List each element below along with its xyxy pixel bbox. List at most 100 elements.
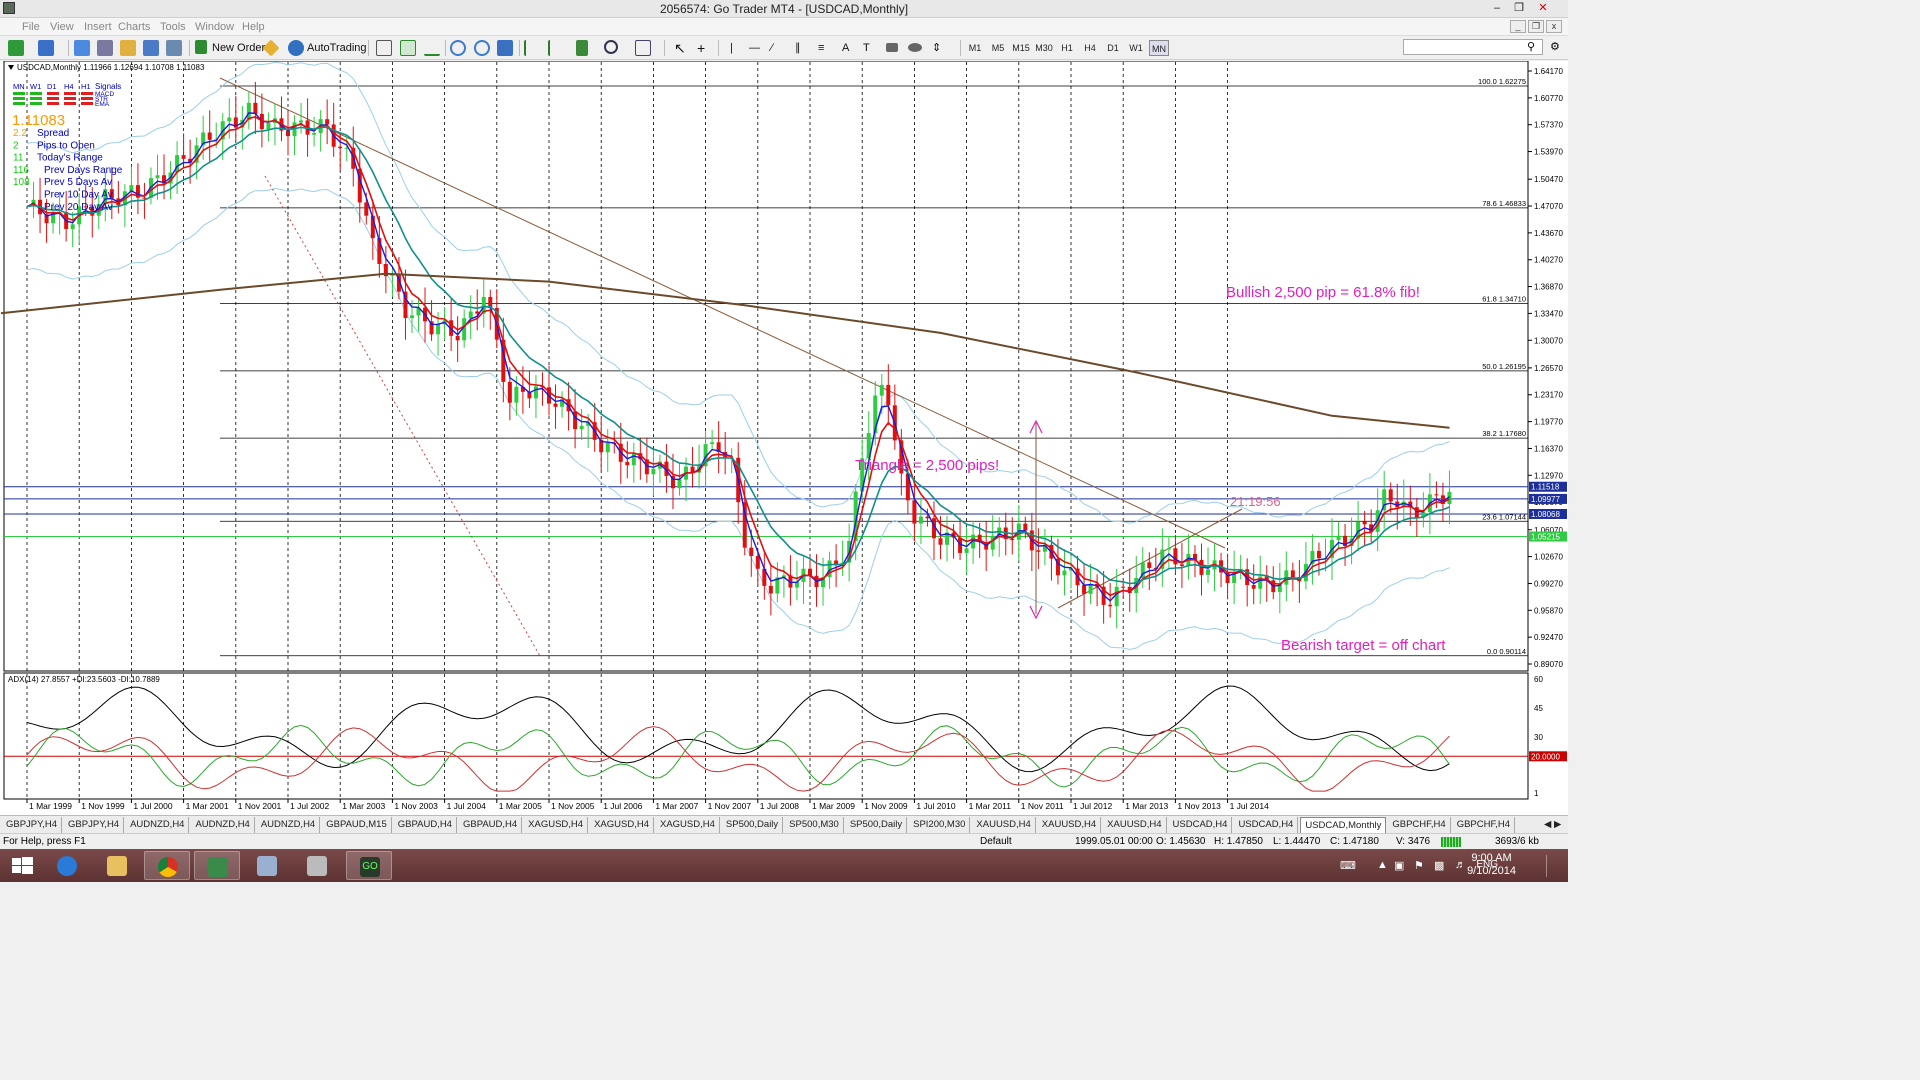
chart-tab[interactable]: GBPCHF,H4 bbox=[1453, 817, 1516, 833]
chart-tab[interactable]: XAUUSD,H4 bbox=[1038, 817, 1102, 833]
vertical-line-icon[interactable]: | bbox=[730, 42, 733, 54]
search-input[interactable] bbox=[1403, 39, 1543, 55]
menu-file[interactable]: File bbox=[22, 21, 40, 33]
volume-icon[interactable]: ♬ bbox=[1455, 859, 1466, 871]
terminal-icon[interactable] bbox=[143, 40, 159, 56]
menu-tools[interactable]: Tools bbox=[160, 21, 186, 33]
chart-canvas[interactable]: 100.0 1.62275 78.6 1.46833 61.8 1.34710 50.… bbox=[0, 61, 1568, 815]
chart-tab[interactable]: SP500,M30 bbox=[785, 817, 844, 833]
cursor-icon[interactable]: ↖ bbox=[674, 40, 686, 56]
show-desktop-button[interactable] bbox=[1546, 855, 1552, 877]
taskbar-ie[interactable] bbox=[44, 851, 90, 880]
chart-tab[interactable]: XAGUSD,H4 bbox=[590, 817, 654, 833]
profiles-icon[interactable] bbox=[38, 40, 54, 56]
trendline-icon[interactable]: ∕ bbox=[771, 42, 773, 54]
tray-flag-icon[interactable]: ⚑ bbox=[1414, 860, 1424, 872]
autotrading-button[interactable]: AutoTrading bbox=[307, 42, 367, 54]
zoom-in-icon[interactable] bbox=[450, 40, 466, 56]
timeframe-h1[interactable]: H1 bbox=[1061, 43, 1073, 53]
timeframe-h4[interactable]: H4 bbox=[1084, 43, 1096, 53]
minimize-button[interactable]: – bbox=[1493, 2, 1501, 14]
timeframe-m5[interactable]: M5 bbox=[991, 43, 1005, 53]
settings-icon[interactable]: ⚙ bbox=[1550, 41, 1560, 53]
chart-window[interactable]: 100.0 1.62275 78.6 1.46833 61.8 1.34710 50.… bbox=[0, 61, 1568, 815]
taskbar-clock[interactable]: 9:00 AM 9/10/2014 bbox=[1467, 852, 1516, 878]
timeframe-w1[interactable]: W1 bbox=[1129, 43, 1143, 53]
chart-tab[interactable]: GBPCHF,H4 bbox=[1388, 817, 1451, 833]
chart-tab[interactable]: USDCAD,H4 bbox=[1169, 817, 1233, 833]
chart-tab[interactable]: GBPAUD,M15 bbox=[322, 817, 392, 833]
chart-tab[interactable]: GBPJPY,H4 bbox=[2, 817, 63, 833]
taskbar-mt4[interactable]: GO bbox=[346, 851, 392, 880]
menu-view[interactable]: View bbox=[50, 21, 74, 33]
chart-tab[interactable]: SPI200,M30 bbox=[909, 817, 971, 833]
fibonacci-icon[interactable]: ≡ bbox=[818, 42, 825, 54]
chart-tab[interactable]: XAGUSD,H4 bbox=[656, 817, 720, 833]
timeframe-m30[interactable]: M30 bbox=[1035, 43, 1053, 53]
new-chart-icon[interactable] bbox=[8, 40, 24, 56]
chart-shift-icon[interactable] bbox=[548, 40, 564, 56]
crosshair-icon[interactable]: + bbox=[697, 40, 706, 56]
mdi-restore-button[interactable]: ❐ bbox=[1528, 20, 1544, 33]
mdi-close-button[interactable]: x bbox=[1546, 20, 1562, 33]
chart-tab[interactable]: GBPAUD,H4 bbox=[459, 817, 523, 833]
tab-active-chart[interactable]: USDCAD,Monthly bbox=[1300, 817, 1387, 833]
new-order-icon[interactable] bbox=[195, 40, 207, 54]
menu-insert[interactable]: Insert bbox=[84, 21, 112, 33]
taskbar-chrome[interactable] bbox=[144, 851, 190, 880]
network-icon[interactable]: ▩ bbox=[1434, 860, 1445, 872]
chart-tab[interactable]: SP500,Daily bbox=[722, 817, 784, 833]
candlestick-chart-icon[interactable] bbox=[400, 40, 416, 56]
text-label-icon[interactable]: T bbox=[863, 42, 870, 54]
text-icon[interactable]: A bbox=[842, 42, 850, 54]
taskbar-app5[interactable] bbox=[294, 851, 340, 880]
chart-tab[interactable]: GBPAUD,H4 bbox=[394, 817, 457, 833]
tray-device-icon[interactable]: ▣ bbox=[1394, 860, 1405, 872]
data-window-icon[interactable] bbox=[97, 40, 113, 56]
new-order-button[interactable]: New Order bbox=[212, 42, 266, 54]
tray-expand-icon[interactable]: ▲ bbox=[1377, 859, 1388, 871]
keyboard-icon[interactable]: ⌨ bbox=[1340, 860, 1356, 872]
zoom-out-icon[interactable] bbox=[474, 40, 490, 56]
restore-button[interactable]: ❐ bbox=[1514, 2, 1524, 14]
templates-icon[interactable] bbox=[635, 40, 651, 56]
chart-tab[interactable]: XAUUSD,H4 bbox=[972, 817, 1036, 833]
market-watch-icon[interactable] bbox=[74, 40, 90, 56]
taskbar-explorer[interactable] bbox=[94, 851, 140, 880]
menu-window[interactable]: Window bbox=[195, 21, 235, 33]
auto-scroll-icon[interactable] bbox=[524, 40, 540, 56]
menu-help[interactable]: Help bbox=[242, 21, 265, 33]
start-button[interactable] bbox=[0, 851, 46, 880]
channel-icon[interactable]: ∥ bbox=[795, 42, 801, 54]
autotrading-icon[interactable] bbox=[288, 40, 304, 56]
tab-scroll-arrows-icon[interactable]: ◀ ▶ bbox=[1544, 819, 1562, 830]
tile-windows-icon[interactable] bbox=[497, 40, 513, 56]
timeframe-m1[interactable]: M1 bbox=[968, 43, 982, 53]
chart-tab[interactable]: XAUUSD,H4 bbox=[1103, 817, 1167, 833]
navigator-icon[interactable] bbox=[120, 40, 136, 56]
chart-tab[interactable]: SP500,Daily bbox=[846, 817, 908, 833]
mdi-minimize-button[interactable]: _ bbox=[1510, 20, 1526, 33]
periods-icon[interactable] bbox=[604, 40, 618, 54]
chart-tab[interactable]: AUDNZD,H4 bbox=[257, 817, 321, 833]
chart-tab[interactable]: AUDNZD,H4 bbox=[126, 817, 190, 833]
close-button[interactable]: ✕ bbox=[1538, 2, 1548, 14]
chart-tab[interactable]: XAGUSD,H4 bbox=[524, 817, 589, 833]
timeframe-d1[interactable]: D1 bbox=[1107, 43, 1119, 53]
ellipse-icon[interactable] bbox=[908, 43, 922, 52]
chart-tab[interactable]: USDCAD,H4 bbox=[1234, 817, 1299, 833]
chart-tab[interactable]: GBPJPY,H4 bbox=[64, 817, 125, 833]
chart-tab[interactable]: AUDNZD,H4 bbox=[191, 817, 255, 833]
bar-chart-icon[interactable] bbox=[376, 40, 392, 56]
taskbar-calculator[interactable] bbox=[244, 851, 290, 880]
search-icon[interactable]: ⚲ bbox=[1527, 41, 1536, 53]
line-chart-icon[interactable] bbox=[424, 40, 440, 56]
indicators-icon[interactable] bbox=[576, 40, 588, 56]
timeframe-m15[interactable]: M15 bbox=[1012, 43, 1030, 53]
taskbar-app3[interactable] bbox=[194, 851, 240, 880]
strategy-tester-icon[interactable] bbox=[166, 40, 182, 56]
menu-charts[interactable]: Charts bbox=[118, 21, 151, 33]
horizontal-line-icon[interactable]: — bbox=[749, 42, 760, 54]
rectangle-icon[interactable] bbox=[886, 43, 898, 52]
timeframe-mn[interactable]: MN bbox=[1149, 40, 1169, 56]
